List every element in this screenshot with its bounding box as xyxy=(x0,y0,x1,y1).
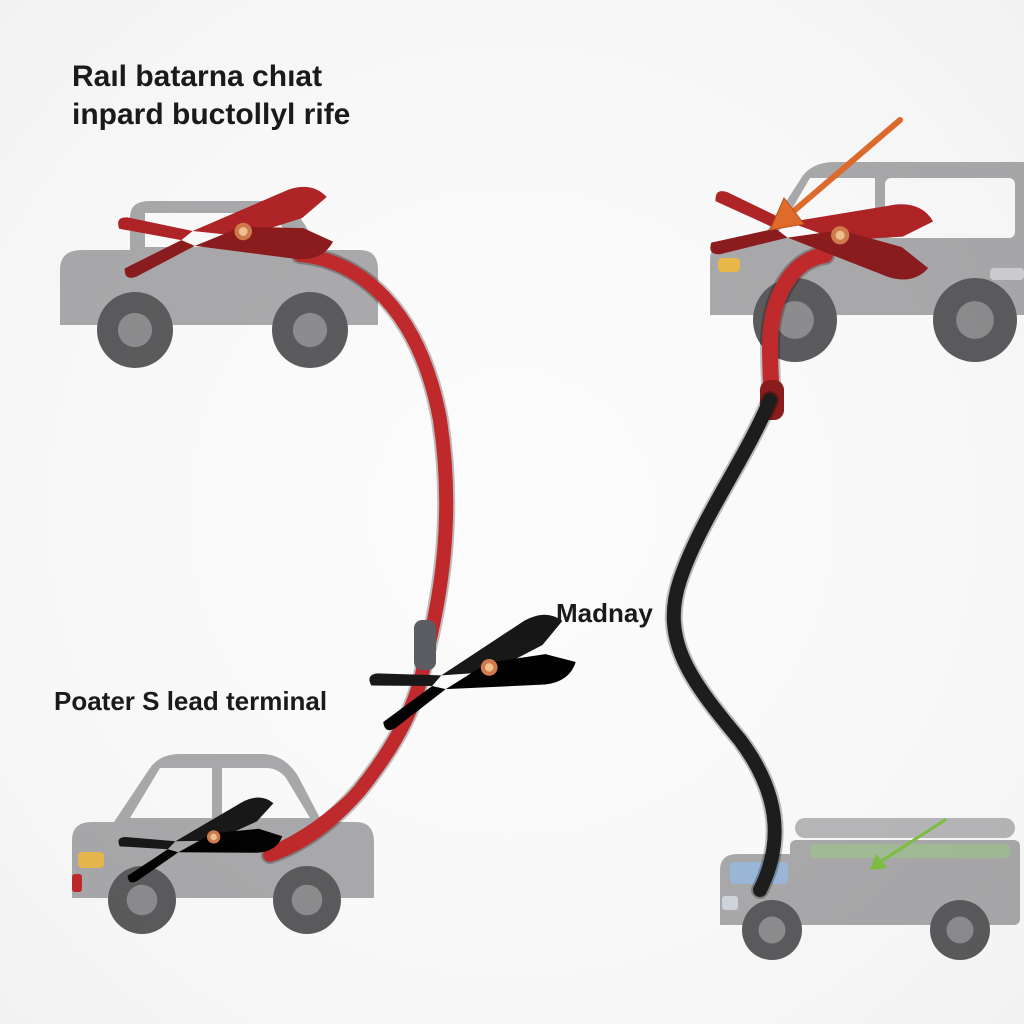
label-center: Madnay xyxy=(556,598,653,629)
cable-right-black-outline xyxy=(674,400,775,890)
cable-coupler xyxy=(414,620,436,670)
clamp-center xyxy=(366,608,580,736)
label-bottom-left: Poater S lead terminal xyxy=(54,686,327,717)
diagram-canvas xyxy=(0,0,1024,1024)
title-line1: Raıl batarna chıat xyxy=(72,60,322,93)
title-line2: inpard buctollyl rife xyxy=(72,98,350,131)
title: Raıl batarna chıat inpard buctollyl rife xyxy=(72,58,350,133)
